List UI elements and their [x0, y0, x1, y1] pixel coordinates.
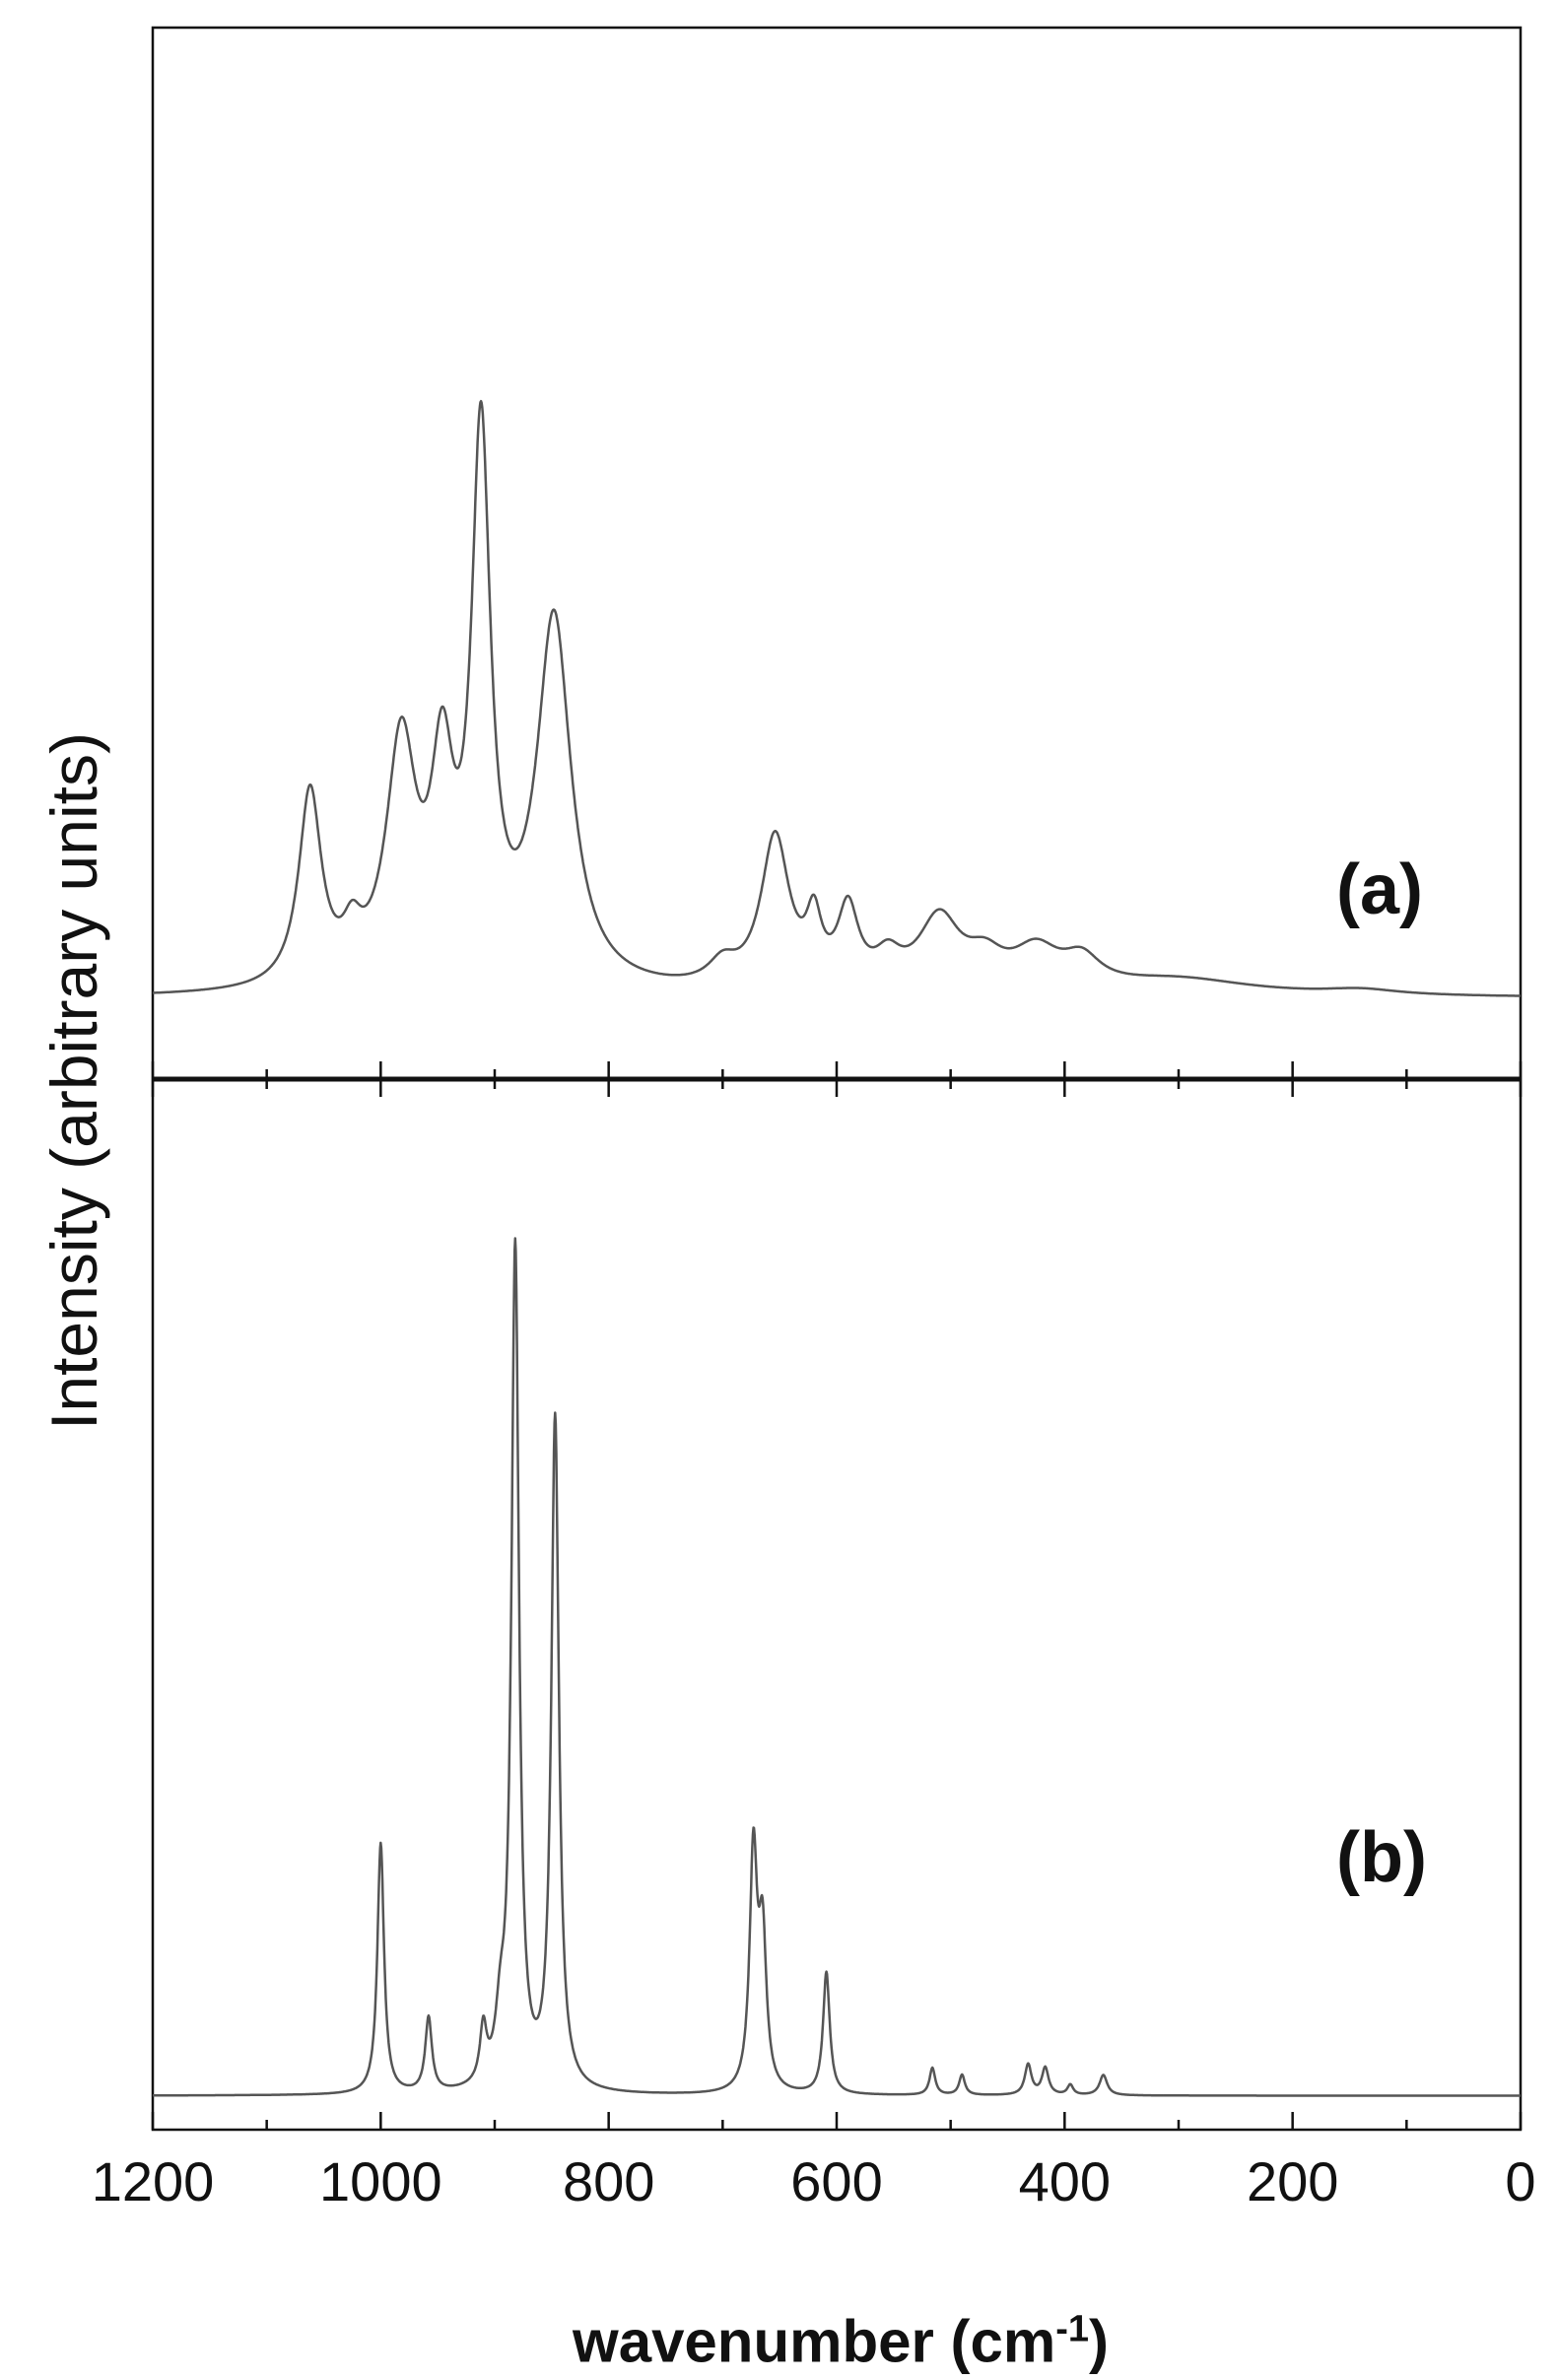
x-tick-label: 600 [790, 2150, 882, 2212]
y-axis-label: Intensity (arbitrary units) [37, 732, 110, 1430]
spectrum-a-line [152, 399, 1522, 997]
panel-a-label: (a) [1336, 850, 1423, 929]
x-axis-label: wavenumber (cm-1) [573, 2308, 1109, 2376]
x-tick-label: 200 [1247, 2150, 1338, 2212]
x-tick-label: 1000 [319, 2150, 442, 2212]
x-axis-label-exponent: -1 [1055, 2308, 1089, 2350]
x-tick-label: 400 [1019, 2150, 1111, 2212]
x-axis-tick-labels: 1200 1000 800 600 400 200 0 [92, 2150, 1536, 2212]
x-tick-label: 0 [1505, 2150, 1535, 2212]
x-tick-label: 1200 [92, 2150, 215, 2212]
x-axis-label-text: wavenumber (cm [573, 2308, 1056, 2375]
spectrum-b-line [152, 1237, 1522, 2097]
panel-b-label: (b) [1336, 1818, 1427, 1897]
x-axis-label-close: ) [1088, 2308, 1109, 2375]
spectra [152, 399, 1522, 2097]
x-axis-ticks [151, 1061, 1523, 2130]
x-tick-label: 800 [563, 2150, 654, 2212]
